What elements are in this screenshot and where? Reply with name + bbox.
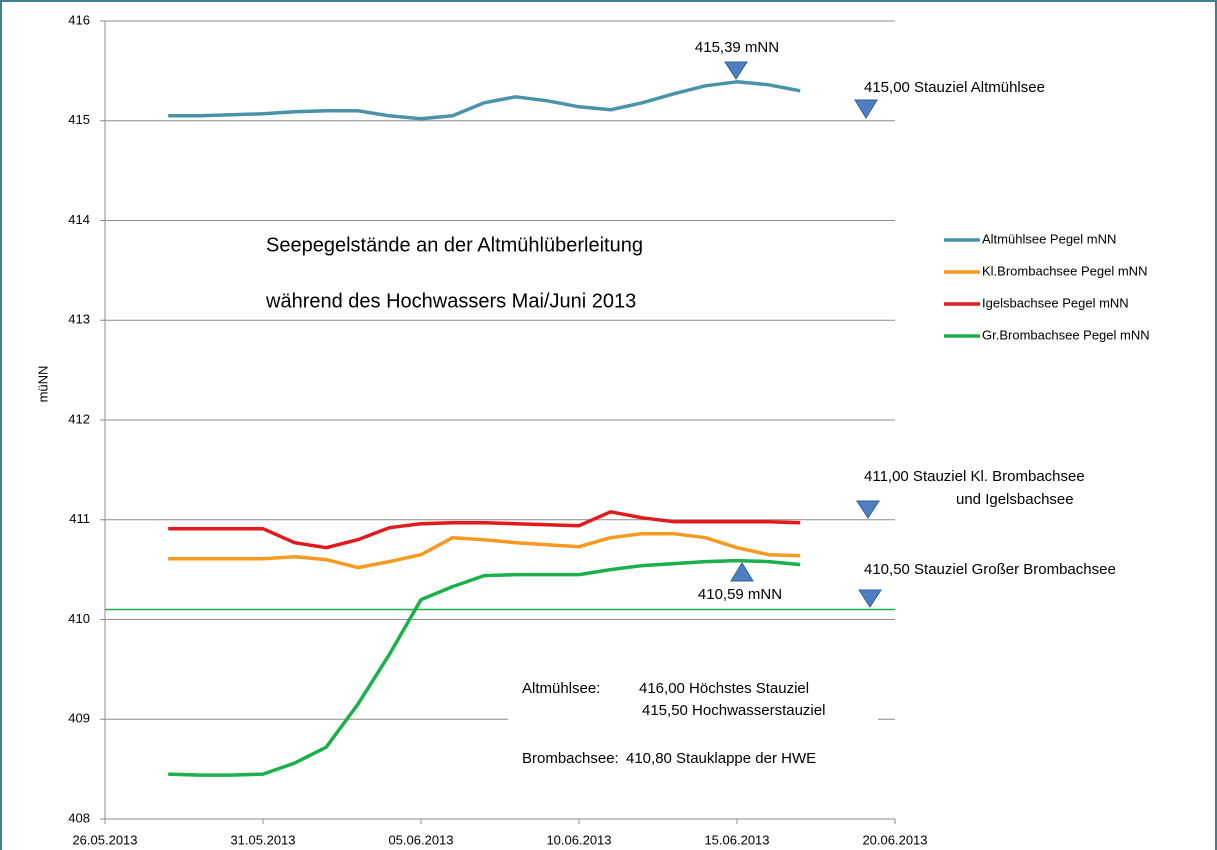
note: 415,50 Hochwasserstauziel — [642, 702, 825, 719]
note-box — [508, 664, 878, 784]
title: Seepegelstände an der Altmühlüberleitung — [266, 234, 643, 256]
legend-label: Igelsbachsee Pegel mNN — [982, 295, 1129, 310]
x-tick-label: 20.06.2013 — [862, 832, 927, 847]
y-tick-label: 408 — [68, 810, 90, 825]
marker — [854, 99, 878, 119]
marker — [856, 500, 880, 519]
lines — [168, 80, 801, 777]
annotation: und Igelsbachsee — [956, 491, 1074, 508]
annotation: 415,39 mNN — [695, 39, 779, 56]
x-tick-label: 15.06.2013 — [704, 832, 769, 847]
y-tick-label: 409 — [68, 711, 90, 726]
x-tick-label: 26.05.2013 — [72, 832, 137, 847]
y-tick-label: 416 — [68, 12, 90, 27]
marker — [724, 61, 748, 80]
note: 410,80 Stauklappe der HWE — [626, 750, 816, 767]
y-tick-label: 411 — [69, 511, 90, 526]
y-tick-label: 415 — [68, 112, 90, 127]
note: Brombachsee: — [522, 750, 619, 767]
marker — [730, 562, 754, 582]
series-line — [168, 531, 801, 570]
note: Altmühlsee: — [522, 680, 600, 697]
annotation: 410,59 mNN — [698, 586, 782, 603]
legend-label: Gr.Brombachsee Pegel mNN — [982, 327, 1150, 342]
series-line — [168, 558, 801, 777]
x-tick-label: 05.06.2013 — [388, 832, 453, 847]
series-line — [168, 510, 801, 550]
annotation: 415,00 Stauziel Altmühlsee — [864, 79, 1045, 96]
marker — [858, 589, 882, 608]
y-tick-label: 412 — [68, 411, 90, 426]
y-tick-label: 413 — [68, 312, 90, 327]
legend-label: Kl.Brombachsee Pegel mNN — [982, 263, 1147, 278]
legend-label: Altmühlsee Pegel mNN — [982, 231, 1116, 246]
annotation: 411,00 Stauziel Kl. Brombachsee — [864, 468, 1085, 485]
y-tick-label: 410 — [68, 611, 90, 626]
series-line — [168, 80, 801, 121]
title: während des Hochwassers Mai/Juni 2013 — [265, 290, 636, 312]
x-tick-label: 31.05.2013 — [230, 832, 295, 847]
annotation: 410,50 Stauziel Großer Brombachsee — [864, 561, 1116, 578]
note: 416,00 Höchstes Stauziel — [639, 680, 809, 697]
x-tick-label: 10.06.2013 — [546, 832, 611, 847]
y-axis-label: müNN — [35, 366, 50, 403]
y-tick-label: 414 — [68, 212, 90, 227]
